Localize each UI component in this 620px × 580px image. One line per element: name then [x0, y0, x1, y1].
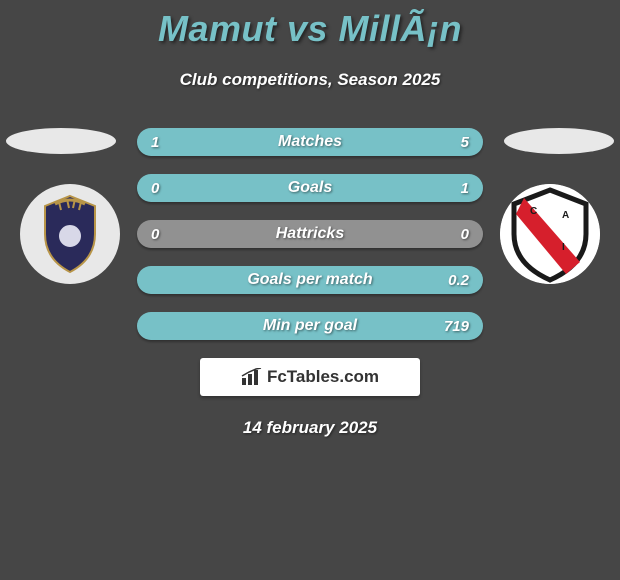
- svg-text:C: C: [530, 206, 537, 217]
- page-title: Mamut vs MillÃ¡n: [0, 0, 620, 50]
- shield-icon: C A I: [500, 184, 600, 284]
- stat-row: Min per goal719: [137, 312, 483, 340]
- player-base-right: [504, 128, 614, 154]
- svg-text:A: A: [562, 210, 569, 221]
- stat-label: Min per goal: [137, 317, 483, 335]
- player-base-left: [6, 128, 116, 154]
- subtitle: Club competitions, Season 2025: [0, 70, 620, 90]
- stat-value-left: 1: [151, 134, 159, 151]
- stat-label: Goals: [137, 179, 483, 197]
- club-badge-right: C A I: [500, 184, 600, 284]
- shield-icon: [35, 194, 105, 274]
- stat-row: Goals per match0.2: [137, 266, 483, 294]
- stat-row: 1Matches5: [137, 128, 483, 156]
- bar-chart-icon: [241, 368, 263, 386]
- stat-value-right: 719: [444, 318, 469, 335]
- stat-value-right: 5: [461, 134, 469, 151]
- svg-text:I: I: [562, 242, 565, 253]
- stat-label: Matches: [137, 133, 483, 151]
- stat-label: Goals per match: [137, 271, 483, 289]
- stat-value-right: 1: [461, 180, 469, 197]
- stat-label: Hattricks: [137, 225, 483, 243]
- stat-row: 0Hattricks0: [137, 220, 483, 248]
- stat-value-left: 0: [151, 180, 159, 197]
- brand-text: FcTables.com: [267, 367, 379, 387]
- brand-badge: FcTables.com: [200, 358, 420, 396]
- date-label: 14 february 2025: [0, 418, 620, 438]
- stat-value-right: 0: [461, 226, 469, 243]
- stats-list: 1Matches50Goals10Hattricks0Goals per mat…: [137, 128, 483, 340]
- stat-value-left: 0: [151, 226, 159, 243]
- stat-row: 0Goals1: [137, 174, 483, 202]
- comparison-area: C A I 1Matches50Goals10Hattricks0Goals p…: [0, 128, 620, 438]
- stat-value-right: 0.2: [448, 272, 469, 289]
- club-badge-left: [20, 184, 120, 284]
